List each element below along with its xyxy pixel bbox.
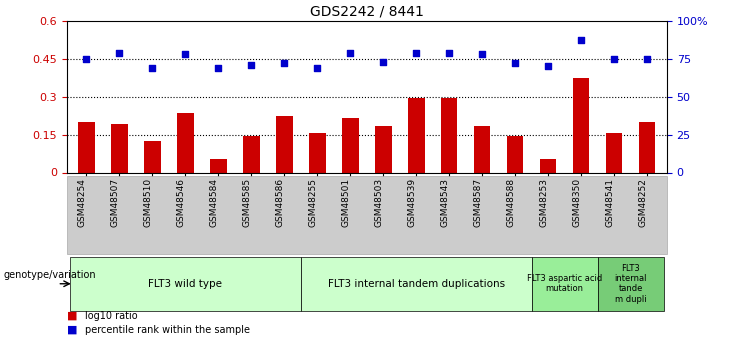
Text: percentile rank within the sample: percentile rank within the sample (85, 325, 250, 335)
Point (345, 50, 356, 55)
Text: GSM48501: GSM48501 (342, 178, 350, 227)
Bar (144, 141, 161, 172)
Text: FLT3 aspartic acid
mutation: FLT3 aspartic acid mutation (527, 274, 602, 294)
Text: GSM48507: GSM48507 (110, 178, 119, 227)
Text: GSM48510: GSM48510 (144, 178, 153, 227)
Text: GSM48543: GSM48543 (440, 178, 449, 227)
Point (279, 60, 290, 66)
Point (542, 63, 554, 69)
Bar (408, 98, 425, 172)
Text: GSM48253: GSM48253 (539, 178, 548, 227)
Bar (276, 116, 293, 172)
Point (509, 60, 521, 66)
Point (245, 62, 257, 68)
Text: FLT3 internal tandem duplications: FLT3 internal tandem duplications (328, 279, 505, 289)
Text: GSM48546: GSM48546 (176, 178, 185, 227)
Bar (540, 159, 556, 172)
Text: GSM48588: GSM48588 (506, 178, 515, 227)
Point (213, 65, 225, 70)
Point (476, 51, 488, 57)
Text: FLT3 wild type: FLT3 wild type (148, 279, 222, 289)
Text: GSM48587: GSM48587 (473, 178, 482, 227)
Text: FLT3
internal
tande
m dupli: FLT3 internal tande m dupli (614, 264, 647, 304)
Point (311, 65, 323, 70)
Text: GSM48254: GSM48254 (78, 178, 87, 227)
Bar (243, 136, 259, 172)
Bar (210, 159, 227, 172)
Text: GSM48350: GSM48350 (572, 178, 581, 227)
Bar (507, 136, 523, 172)
Bar (441, 98, 457, 172)
Bar (309, 133, 325, 172)
Bar (111, 125, 127, 172)
Text: genotype/variation: genotype/variation (4, 270, 96, 280)
Text: GSM48586: GSM48586 (276, 178, 285, 227)
Text: GSM48255: GSM48255 (308, 178, 317, 227)
Point (179, 51, 191, 57)
Text: log10 ratio: log10 ratio (85, 311, 138, 321)
Text: ■: ■ (67, 311, 77, 321)
Point (81, 56, 93, 61)
Title: GDS2242 / 8441: GDS2242 / 8441 (310, 4, 424, 18)
Text: ■: ■ (67, 325, 77, 335)
Point (608, 56, 620, 61)
Point (147, 65, 159, 70)
Text: GSM48503: GSM48503 (374, 178, 383, 227)
Bar (573, 78, 589, 172)
Bar (342, 118, 359, 172)
Text: GSM48539: GSM48539 (408, 178, 416, 227)
Bar (177, 113, 193, 172)
Point (113, 50, 125, 55)
Text: GSM48585: GSM48585 (242, 178, 251, 227)
Bar (606, 133, 622, 172)
Bar (639, 122, 655, 172)
Point (411, 50, 422, 55)
Text: GSM48541: GSM48541 (605, 178, 614, 227)
Point (377, 59, 389, 65)
Bar (474, 126, 491, 172)
Point (443, 50, 455, 55)
Text: GSM48252: GSM48252 (638, 178, 647, 227)
Point (641, 56, 653, 61)
Point (575, 38, 587, 43)
Bar (375, 126, 391, 172)
Bar (79, 122, 95, 172)
Text: GSM48584: GSM48584 (210, 178, 219, 227)
